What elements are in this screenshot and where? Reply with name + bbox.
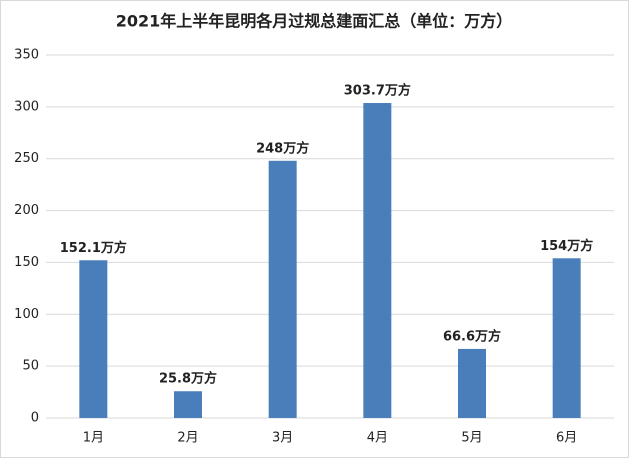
- x-tick-label: 2月: [177, 431, 198, 446]
- x-tick-label: 5月: [461, 431, 482, 446]
- value-label: 25.8万方: [159, 371, 217, 387]
- bar: [268, 160, 297, 418]
- y-tick-label: 200: [14, 203, 39, 218]
- x-tick-label: 6月: [556, 431, 577, 446]
- x-tick-label: 3月: [272, 431, 293, 446]
- y-tick-label: 250: [14, 151, 39, 166]
- bar: [79, 260, 108, 418]
- bar: [363, 103, 392, 418]
- x-tick-label: 4月: [367, 431, 388, 446]
- chart-title: 2021年上半年昆明各月过规总建面汇总（单位：万方）: [116, 12, 513, 31]
- y-tick-label: 100: [14, 307, 39, 322]
- bar: [174, 391, 202, 418]
- bar: [552, 258, 581, 418]
- y-tick-label: 350: [14, 48, 39, 63]
- y-tick-label: 50: [22, 359, 39, 374]
- value-label: 66.6万方: [443, 328, 501, 344]
- value-label: 248万方: [256, 140, 309, 156]
- value-label: 152.1万方: [60, 240, 127, 256]
- value-label: 154万方: [540, 238, 593, 254]
- bar: [458, 348, 486, 418]
- x-tick-label: 1月: [83, 431, 104, 446]
- y-tick-label: 300: [14, 99, 39, 114]
- y-tick-label: 150: [14, 255, 39, 270]
- value-label: 303.7万方: [344, 83, 411, 99]
- y-tick-label: 0: [31, 411, 39, 426]
